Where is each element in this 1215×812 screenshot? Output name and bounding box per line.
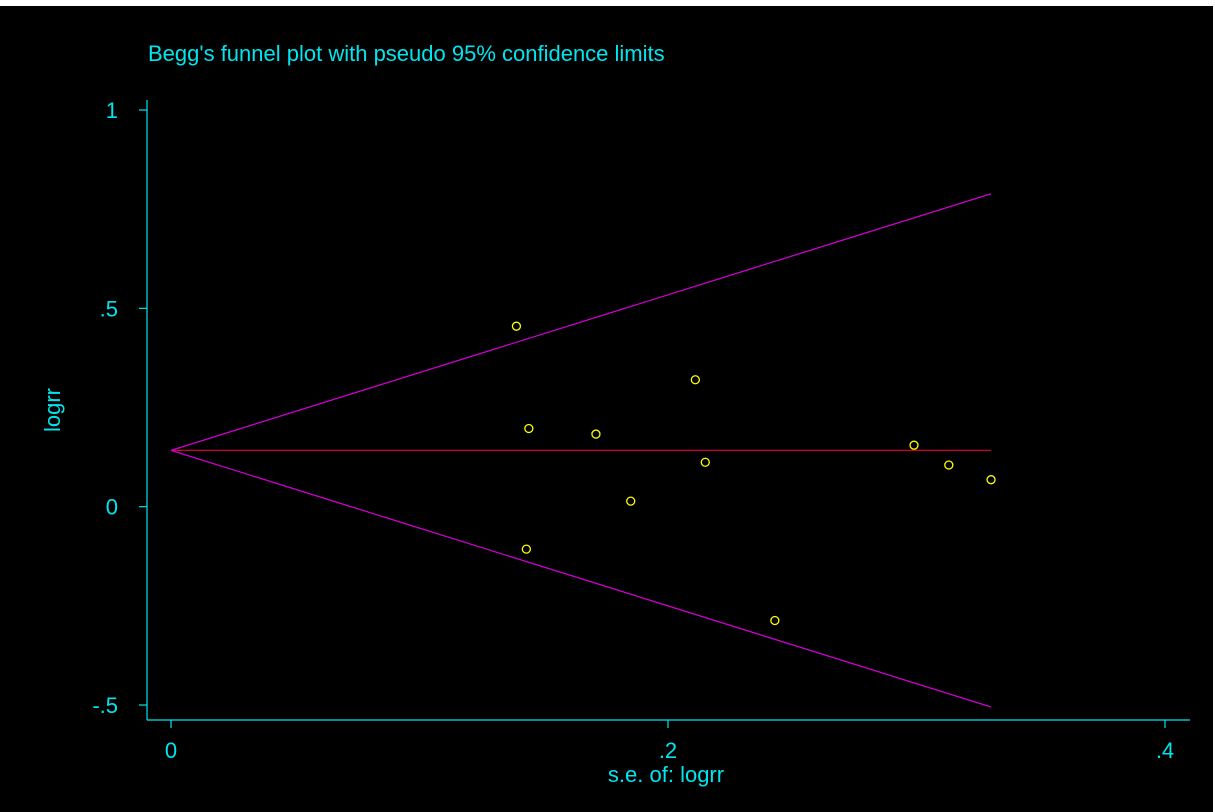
- x-tick-label: .4: [1156, 738, 1174, 763]
- confidence-limit-lines: [170, 193, 992, 708]
- funnel-plot: Begg's funnel plot with pseudo 95% confi…: [40, 41, 1190, 787]
- study-point: [511, 321, 522, 331]
- study-point: [986, 475, 996, 485]
- x-axis-ticks: 0 .2 .4: [165, 720, 1174, 763]
- study-point: [700, 457, 710, 467]
- y-tick-label: 1: [106, 98, 118, 123]
- x-tick-label: .2: [659, 738, 677, 763]
- y-axis-label: logrr: [40, 388, 65, 432]
- study-point: [770, 615, 780, 626]
- x-axis-label: s.e. of: logrr: [608, 762, 724, 787]
- study-point: [909, 440, 919, 450]
- study-point: [524, 423, 534, 434]
- x-tick-label: 0: [165, 738, 177, 763]
- study-point: [626, 496, 636, 506]
- y-tick-label: -.5: [92, 693, 118, 718]
- lower-confidence-limit-line: [170, 449, 992, 708]
- study-point: [690, 375, 700, 385]
- chart-area: Begg's funnel plot with pseudo 95% confi…: [0, 6, 1213, 812]
- y-tick-label: 0: [106, 495, 118, 520]
- study-point: [521, 544, 532, 554]
- study-point: [944, 460, 954, 470]
- y-axis-ticks: -.5 0 .5 1: [92, 98, 147, 718]
- chart-title: Begg's funnel plot with pseudo 95% confi…: [148, 41, 665, 66]
- y-tick-label: .5: [100, 296, 118, 321]
- study-points: [511, 321, 996, 626]
- upper-confidence-limit-line: [170, 193, 992, 451]
- study-point: [591, 429, 601, 439]
